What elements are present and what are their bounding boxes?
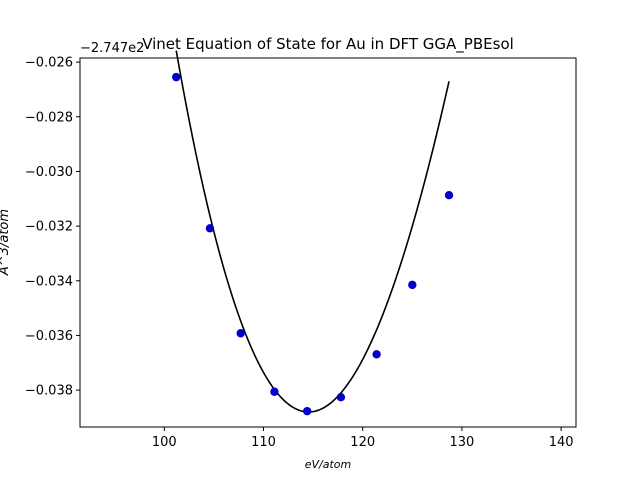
y-tick-label: −0.030 [25,165,73,180]
data-point [408,280,417,290]
x-tick-label: 110 [251,435,276,450]
data-points-layer [172,72,454,416]
y-tick-label: −0.026 [25,56,73,71]
x-axis-label: eV/atom [305,458,352,471]
data-point [302,406,312,416]
x-tick-label: 140 [549,435,574,450]
data-point [236,329,245,338]
data-point [444,191,454,200]
x-tick-label: 130 [450,435,475,450]
chart-title: Vinet Equation of State for Au in DFT GG… [142,35,514,54]
plot-background [80,58,576,427]
data-point [372,350,381,359]
y-axis-label: A^3/atom [0,209,12,276]
x-tick-label: 100 [152,435,177,450]
fit-curve [175,50,450,413]
plot-frame [79,57,577,428]
data-point [336,393,346,402]
y-tick-label: −0.038 [25,384,73,399]
y-offset-label: −2.747e2 [80,41,144,56]
x-tick-label: 120 [350,435,375,450]
fit-curve-layer [175,50,450,413]
y-tick-label: −0.028 [25,110,73,125]
y-axis: −0.038 −0.036 −0.034 −0.032 −0.030 −0.028 −0.0… [25,56,80,399]
y-tick-label: −0.034 [25,274,73,289]
y-tick-label: −0.032 [25,220,73,235]
data-point [205,224,215,233]
y-tick-label: −0.036 [25,329,73,344]
data-point [172,72,181,82]
x-axis: 100 110 120 130 140 [152,427,574,450]
data-point [270,387,279,396]
